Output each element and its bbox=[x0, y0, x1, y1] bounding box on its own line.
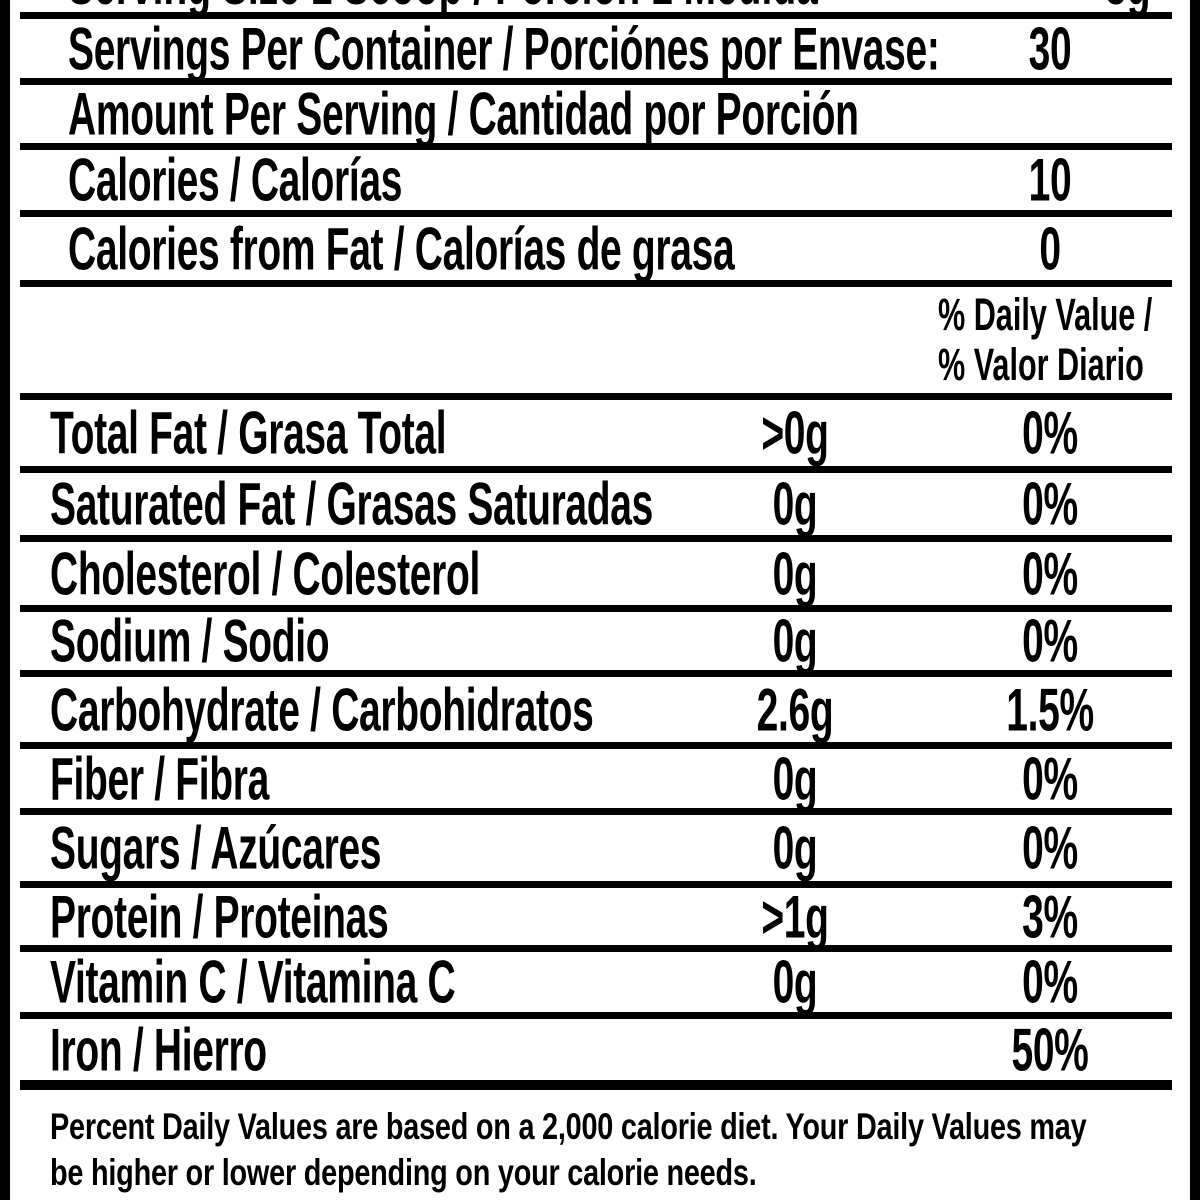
carbohydrate-dv: 1.5% bbox=[1006, 676, 1094, 743]
protein-amount: >1g bbox=[761, 883, 829, 950]
carbohydrate-label: Carbohydrate / Carbohidratos bbox=[50, 676, 594, 743]
sodium-dv: 0% bbox=[1022, 607, 1078, 675]
amount-per-serving-label: Amount Per Serving / Cantidad por Porció… bbox=[68, 80, 859, 148]
saturated-fat-amount: 0g bbox=[772, 470, 818, 538]
saturated-fat-row: Saturated Fat / Grasas Saturadas 0g 0% bbox=[0, 471, 1200, 538]
amount-per-serving-row: Amount Per Serving / Cantidad por Porció… bbox=[0, 81, 1200, 148]
daily-value-header-line1: % Daily Value / bbox=[938, 289, 1153, 340]
calories-label: Calories / Calorías bbox=[68, 146, 403, 214]
calories-from-fat-row: Calories from Fat / Calorías de grasa 0 bbox=[0, 215, 1200, 282]
saturated-fat-label: Saturated Fat / Grasas Saturadas bbox=[50, 470, 654, 538]
sodium-amount: 0g bbox=[772, 607, 818, 675]
serving-size-label-clipped: Serving Size 1 Scoop / Porción 1 Medida bbox=[68, 0, 818, 12]
left-border bbox=[0, 0, 10, 1200]
protein-label: Protein / Proteinas bbox=[50, 883, 389, 950]
iron-dv: 50% bbox=[1011, 1016, 1089, 1083]
calories-row: Calories / Calorías 10 bbox=[0, 147, 1200, 214]
vitamin-c-dv: 0% bbox=[1022, 948, 1078, 1016]
fiber-dv: 0% bbox=[1022, 745, 1078, 812]
protein-row: Protein / Proteinas >1g 3% bbox=[0, 883, 1200, 950]
sugars-dv: 0% bbox=[1022, 814, 1078, 882]
footnote-line2: be higher or lower depending on your cal… bbox=[50, 1152, 757, 1193]
protein-dv: 3% bbox=[1022, 883, 1078, 950]
servings-per-container-value: 30 bbox=[1028, 15, 1072, 82]
serving-size-row-clipped: Serving Size 1 Scoop / Porción 1 Medida … bbox=[0, 0, 1200, 12]
divider bbox=[20, 78, 1172, 85]
daily-value-header-row: % Daily Value / % Valor Diario bbox=[0, 287, 1200, 393]
sugars-label: Sugars / Azúcares bbox=[50, 814, 382, 882]
divider bbox=[20, 535, 1172, 542]
total-fat-dv: 0% bbox=[1022, 399, 1078, 467]
cholesterol-dv: 0% bbox=[1022, 540, 1078, 607]
serving-size-value-clipped: 3g bbox=[1105, 0, 1151, 12]
sugars-amount: 0g bbox=[772, 814, 818, 882]
daily-value-header: % Daily Value / % Valor Diario bbox=[938, 290, 1152, 390]
vitamin-c-label: Vitamin C / Vitamina C bbox=[50, 948, 456, 1016]
total-fat-label: Total Fat / Grasa Total bbox=[50, 399, 447, 467]
divider bbox=[20, 605, 1172, 612]
fiber-amount: 0g bbox=[772, 745, 818, 812]
sugars-row: Sugars / Azúcares 0g 0% bbox=[0, 814, 1200, 882]
sodium-label: Sodium / Sodio bbox=[50, 607, 330, 675]
divider bbox=[20, 466, 1172, 473]
servings-per-container-label: Servings Per Container / Porciónes por E… bbox=[68, 15, 940, 82]
fiber-row: Fiber / Fibra 0g 0% bbox=[0, 745, 1200, 812]
divider bbox=[20, 280, 1172, 287]
divider bbox=[20, 808, 1172, 815]
cholesterol-label: Cholesterol / Colesterol bbox=[50, 540, 480, 607]
divider bbox=[20, 670, 1172, 677]
total-fat-row: Total Fat / Grasa Total >0g 0% bbox=[0, 399, 1200, 467]
divider-thick bbox=[20, 1080, 1172, 1090]
divider bbox=[20, 881, 1172, 888]
calories-value: 10 bbox=[1028, 146, 1072, 214]
sodium-row: Sodium / Sodio 0g 0% bbox=[0, 608, 1200, 675]
divider bbox=[20, 945, 1172, 952]
iron-label: Iron / Hierro bbox=[50, 1016, 267, 1083]
divider bbox=[20, 1012, 1172, 1019]
saturated-fat-dv: 0% bbox=[1022, 470, 1078, 538]
divider bbox=[20, 12, 1172, 19]
carbohydrate-amount: 2.6g bbox=[756, 676, 834, 743]
fiber-label: Fiber / Fibra bbox=[50, 745, 269, 812]
divider bbox=[20, 393, 1172, 400]
divider bbox=[20, 210, 1172, 217]
calories-from-fat-value: 0 bbox=[1039, 215, 1061, 282]
daily-value-header-line2: % Valor Diario bbox=[938, 339, 1144, 390]
divider bbox=[20, 143, 1172, 150]
footnote-line1: Percent Daily Values are based on a 2,00… bbox=[50, 1106, 1087, 1147]
cholesterol-row: Cholesterol / Colesterol 0g 0% bbox=[0, 540, 1200, 607]
vitamin-c-row: Vitamin C / Vitamina C 0g 0% bbox=[0, 949, 1200, 1016]
right-border bbox=[1190, 0, 1200, 1200]
carbohydrate-row: Carbohydrate / Carbohidratos 2.6g 1.5% bbox=[0, 676, 1200, 743]
calories-from-fat-label: Calories from Fat / Calorías de grasa bbox=[68, 215, 735, 282]
daily-values-footnote: Percent Daily Values are based on a 2,00… bbox=[0, 1090, 1200, 1196]
total-fat-amount: >0g bbox=[761, 399, 829, 467]
iron-row: Iron / Hierro 50% bbox=[0, 1016, 1200, 1083]
servings-per-container-row: Servings Per Container / Porciónes por E… bbox=[0, 15, 1200, 82]
cholesterol-amount: 0g bbox=[772, 540, 818, 607]
divider bbox=[20, 742, 1172, 749]
vitamin-c-amount: 0g bbox=[772, 948, 818, 1016]
